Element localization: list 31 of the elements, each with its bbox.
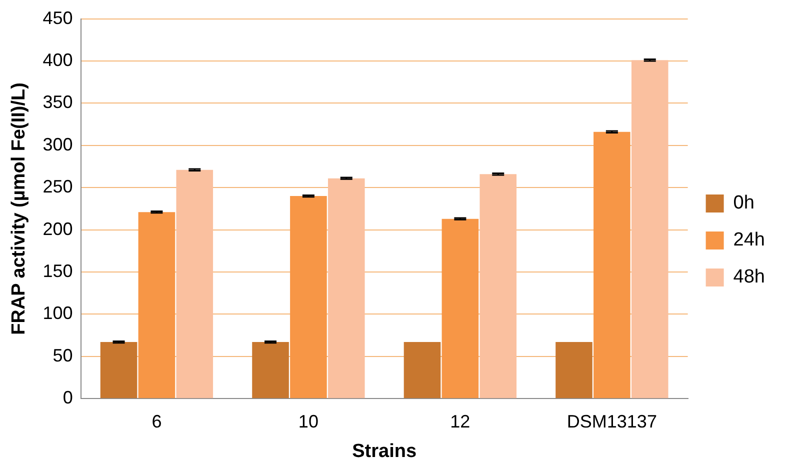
y-tick-label: 150 [42, 260, 73, 281]
y-tick-label: 250 [42, 176, 73, 197]
y-tick-label: 0 [62, 388, 73, 408]
x-tick-label: 6 [152, 411, 162, 432]
y-tick-label: 200 [42, 218, 73, 239]
bar [556, 342, 592, 398]
x-tick-label: 12 [450, 411, 470, 432]
y-tick-label: 450 [42, 8, 73, 28]
y-tick-label: 300 [42, 134, 73, 154]
legend-label: 24h [733, 230, 765, 251]
y-tick-label: 100 [42, 303, 73, 324]
bar [442, 218, 479, 398]
x-tick-label: 10 [298, 411, 318, 432]
legend-label: 0h [733, 192, 754, 214]
bar [290, 196, 327, 398]
y-tick-label: 350 [42, 92, 73, 112]
bar [176, 170, 214, 398]
bar [631, 60, 668, 398]
bar [594, 132, 630, 398]
y-axis-title: FRAP activity (µmol Fe(II)/L) [8, 82, 30, 335]
bar [328, 178, 365, 398]
y-tick-label: 50 [52, 345, 73, 366]
y-tick-label: 400 [42, 50, 73, 70]
x-tick-label: DSM13137 [566, 411, 657, 432]
bar [138, 212, 176, 398]
bar [404, 342, 441, 398]
legend-label: 48h [733, 266, 765, 288]
bar [252, 342, 289, 398]
x-axis-title: Strains [352, 440, 417, 462]
bar [100, 342, 138, 398]
bar [480, 174, 517, 398]
